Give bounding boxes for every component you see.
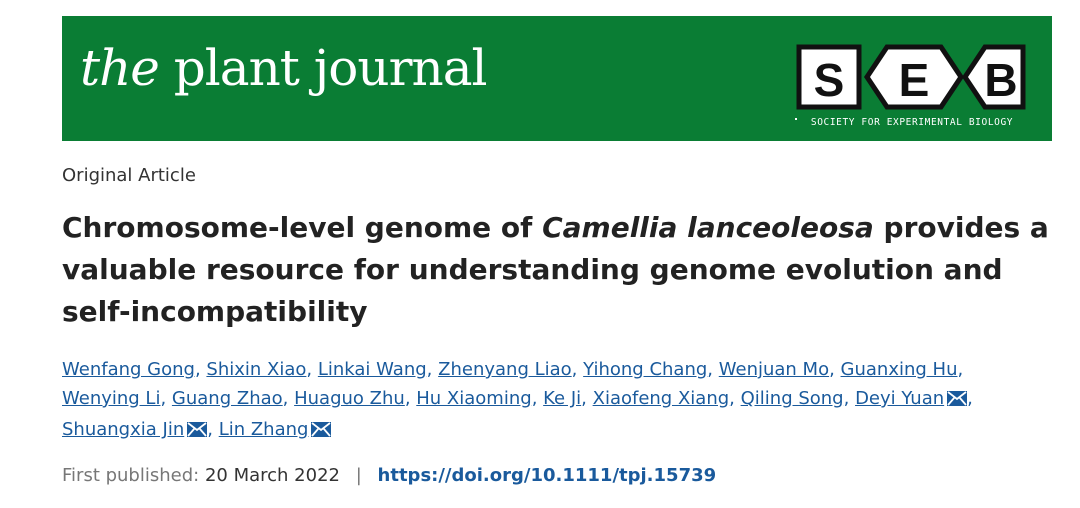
journal-logo[interactable]: the plant journal <box>80 38 488 98</box>
article-type: Original Article <box>62 165 196 186</box>
author-link[interactable]: Wenjuan Mo <box>718 359 830 380</box>
author-link[interactable]: Shixin Xiao <box>206 359 307 380</box>
seb-logo[interactable]: S E B SOCIETY FOR EXPERIMENTAL BIOLOGY <box>795 43 1029 131</box>
author-link[interactable]: Zhenyang Liao <box>438 359 572 380</box>
author-link[interactable]: Lin Zhang <box>218 419 309 440</box>
title-part-2: provides a valuable resource for underst… <box>62 211 1049 328</box>
journal-banner[interactable]: the plant journal S E B SOCIETY FOR EXPE… <box>62 16 1052 141</box>
article-title: Chromosome-level genome of Camellia lanc… <box>62 207 1052 333</box>
author-link[interactable]: Guang Zhao <box>171 388 283 409</box>
title-part-1: Chromosome-level genome of <box>62 211 543 244</box>
seb-letter-e: E <box>899 54 930 106</box>
publication-info: First published: 20 March 2022 | https:/… <box>62 463 716 489</box>
author-link[interactable]: Wenying Li <box>62 388 161 409</box>
author-link[interactable]: Yihong Chang <box>583 359 708 380</box>
author-link[interactable]: Ke Ji <box>543 388 582 409</box>
author-link[interactable]: Shuangxia Jin <box>62 419 185 440</box>
journal-logo-name: plant journal <box>173 39 488 97</box>
doi-link[interactable]: https://doi.org/10.1111/tpj.15739 <box>377 465 717 486</box>
author-link[interactable]: Wenfang Gong <box>62 359 195 380</box>
author-link[interactable]: Guanxing Hu <box>840 359 958 380</box>
seb-tagline: SOCIETY FOR EXPERIMENTAL BIOLOGY <box>811 117 1013 128</box>
author-link[interactable]: Deyi Yuan <box>855 388 945 409</box>
published-date: 20 March 2022 <box>204 465 340 486</box>
envelope-icon[interactable] <box>311 417 332 446</box>
published-label: First published: <box>62 465 200 486</box>
author-link[interactable]: Huaguo Zhu <box>294 388 405 409</box>
envelope-icon[interactable] <box>187 417 208 446</box>
author-link[interactable]: Hu Xiaoming <box>416 388 532 409</box>
seb-letter-s: S <box>814 54 845 106</box>
author-list: Wenfang Gong, Shixin Xiao, Linkai Wang, … <box>62 355 1052 446</box>
author-link[interactable]: Linkai Wang <box>317 359 427 380</box>
separator: | <box>355 465 362 486</box>
title-species: Camellia lanceoleosa <box>542 211 874 244</box>
envelope-icon[interactable] <box>947 386 968 415</box>
author-link[interactable]: Xiaofeng Xiang <box>592 388 730 409</box>
journal-logo-the: the <box>80 39 160 97</box>
seb-letter-b: B <box>984 54 1017 106</box>
author-link[interactable]: Qiling Song <box>740 388 844 409</box>
